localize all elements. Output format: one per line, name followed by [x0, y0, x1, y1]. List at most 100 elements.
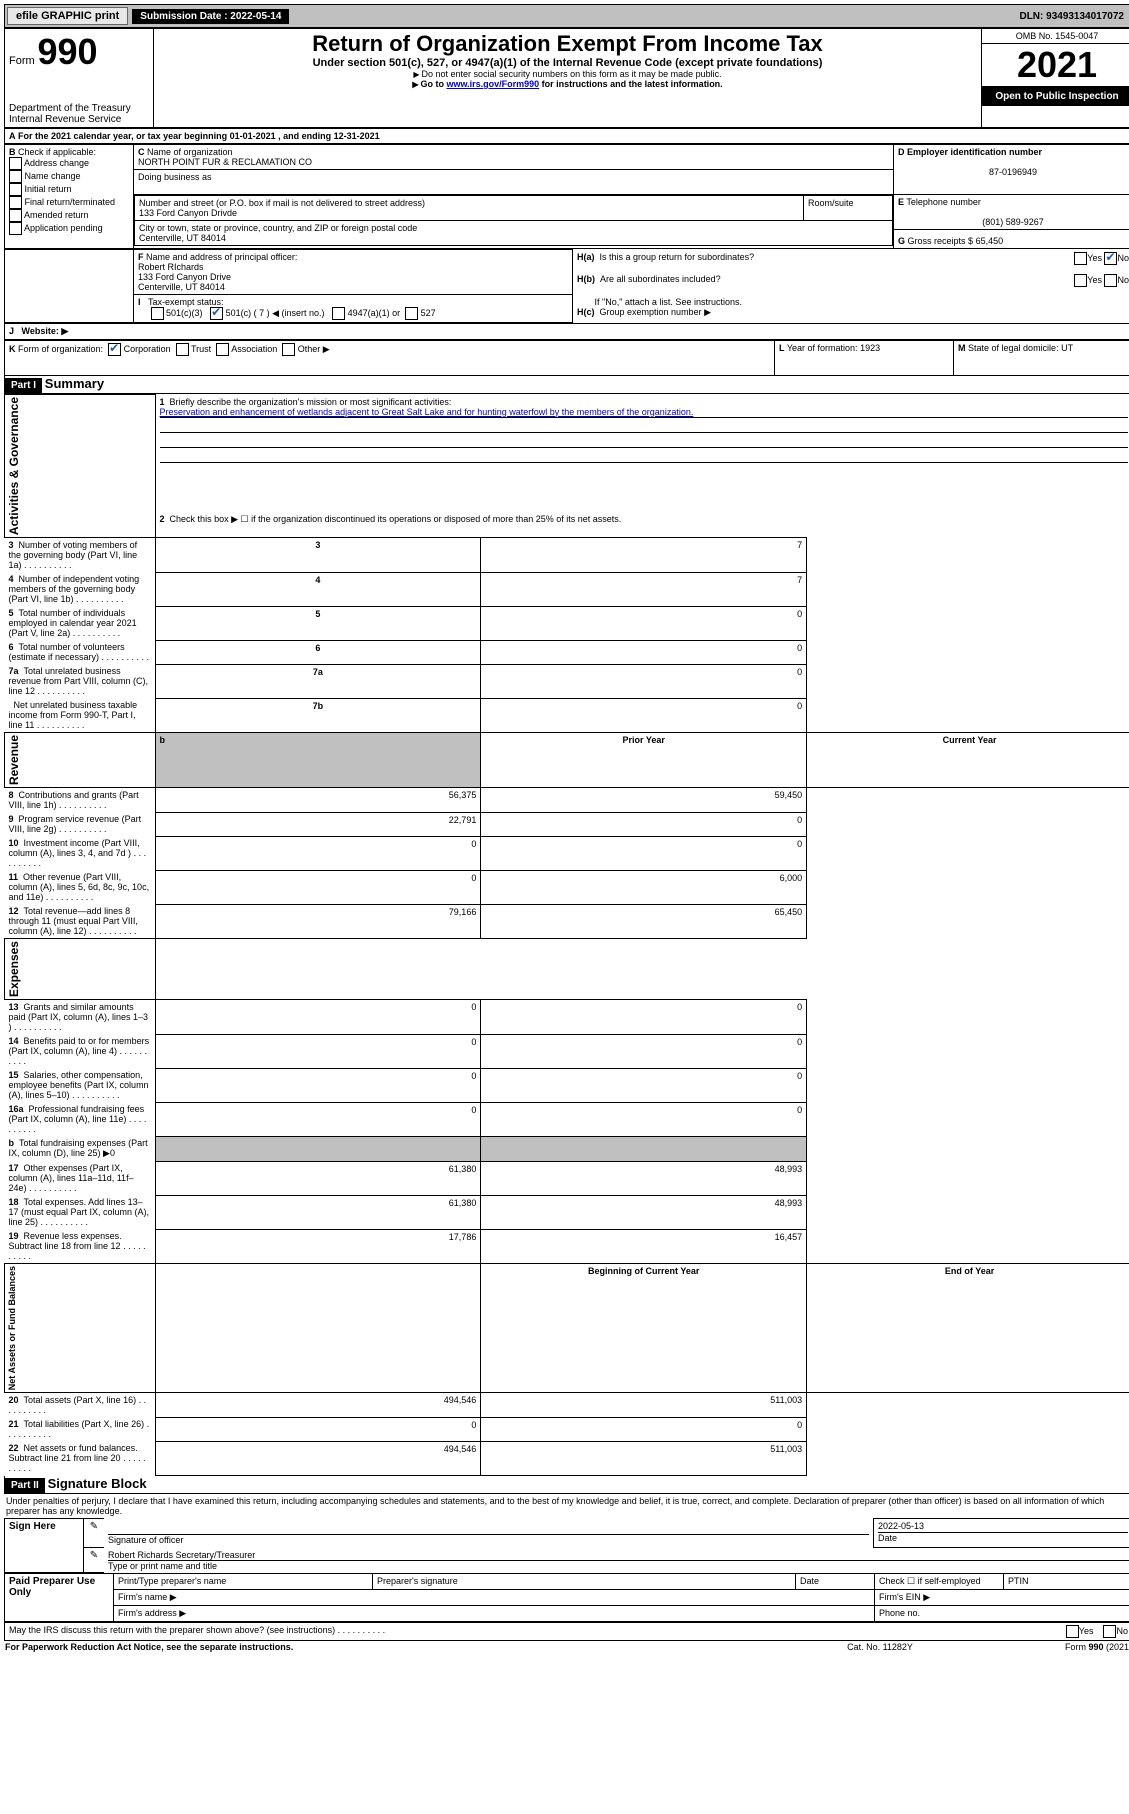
b-option-checkbox[interactable] — [9, 157, 22, 170]
part1-table: Activities & Governance 1 Briefly descri… — [4, 394, 1129, 1476]
sig-date-label: Date — [878, 1533, 897, 1543]
ha-no-checkbox[interactable] — [1104, 252, 1117, 265]
i-4947-checkbox[interactable] — [332, 307, 345, 320]
line-text: Total fundraising expenses (Part IX, col… — [9, 1138, 148, 1158]
section-fh: F Name and address of principal officer:… — [4, 249, 1129, 323]
type-name-label: Type or print name and title — [108, 1561, 217, 1571]
b-option-label: Name change — [25, 171, 81, 181]
goto-suffix: for instructions and the latest informat… — [539, 79, 723, 89]
tax-year-line: For the 2021 calendar year, or tax year … — [18, 131, 380, 141]
part2-header: Part II — [5, 1478, 45, 1493]
room-label: Room/suite — [808, 198, 854, 208]
i-527-checkbox[interactable] — [405, 307, 418, 320]
section-bcdefg: B Check if applicable: Address change Na… — [4, 144, 1129, 249]
b-option-checkbox[interactable] — [9, 170, 22, 183]
line-text: Investment income (Part VIII, column (A)… — [9, 838, 140, 858]
section-klm: K Form of organization: Corporation Trus… — [4, 340, 1129, 376]
part2-title: Signature Block — [48, 1476, 147, 1491]
discuss-yes-checkbox[interactable] — [1066, 1625, 1079, 1638]
l2-text: Check this box ▶ ☐ if the organization d… — [170, 514, 622, 524]
ptin-label: PTIN — [1004, 1574, 1129, 1590]
paid-preparer-label: Paid Preparer Use Only — [5, 1574, 114, 1622]
discuss-no: No — [1116, 1626, 1128, 1636]
preparer-table: Paid Preparer Use Only Print/Type prepar… — [4, 1573, 1129, 1622]
street-value: 133 Ford Canyon Drivde — [139, 208, 237, 218]
efile-print-button[interactable]: efile GRAPHIC print — [7, 7, 128, 25]
ha-yes-checkbox[interactable] — [1074, 252, 1087, 265]
j-label: Website: ▶ — [22, 326, 69, 336]
hb-no-checkbox[interactable] — [1104, 274, 1117, 287]
hb-note: If "No," attach a list. See instructions… — [595, 297, 742, 307]
form-number: 990 — [37, 31, 97, 72]
part1-header: Part I — [5, 378, 42, 393]
firm-name-label: Firm's name ▶ — [114, 1590, 875, 1606]
col-prior: Prior Year — [481, 733, 807, 788]
i-501c3-checkbox[interactable] — [151, 307, 164, 320]
b-option-checkbox[interactable] — [9, 209, 22, 222]
l1-label: Briefly describe the organization's miss… — [170, 397, 452, 407]
firm-addr-label: Firm's address ▶ — [114, 1606, 875, 1622]
b-label: Check if applicable: — [18, 147, 96, 157]
i-501c-checkbox[interactable] — [210, 307, 223, 320]
b-option-label: Initial return — [25, 184, 72, 194]
irs-link[interactable]: www.irs.gov/Form990 — [446, 79, 539, 89]
declaration-text: Under penalties of perjury, I declare th… — [4, 1494, 1129, 1518]
part1-title: Summary — [45, 376, 104, 391]
k-assoc-checkbox[interactable] — [216, 343, 229, 356]
line-text: Total liabilities (Part X, line 26) — [24, 1419, 145, 1429]
form-subtitle-2: Do not enter social security numbers on … — [158, 69, 977, 79]
prep-sig-label: Preparer's signature — [373, 1574, 796, 1590]
g-label: Gross receipts $ — [908, 236, 974, 246]
k-corp-checkbox[interactable] — [108, 343, 121, 356]
k-o2: Trust — [191, 344, 211, 354]
b-option-checkbox[interactable] — [9, 183, 22, 196]
i-o3: 4947(a)(1) or — [348, 308, 401, 318]
discuss-no-checkbox[interactable] — [1103, 1625, 1116, 1638]
dba-label: Doing business as — [138, 172, 212, 182]
omb-number: OMB No. 1545-0047 — [982, 29, 1129, 44]
b-option-checkbox[interactable] — [9, 222, 22, 235]
section-a: A For the 2021 calendar year, or tax yea… — [4, 128, 1129, 144]
prep-name-label: Print/Type preparer's name — [114, 1574, 373, 1590]
form-header: Form 990 Department of the Treasury Inte… — [4, 28, 1129, 128]
m-label: State of legal domicile: — [968, 343, 1059, 353]
b-option-label: Application pending — [24, 223, 103, 233]
col-current: Current Year — [807, 733, 1129, 788]
officer-addr1: 133 Ford Canyon Drive — [138, 272, 231, 282]
discuss-yes: Yes — [1079, 1626, 1094, 1636]
b-option-label: Amended return — [24, 210, 89, 220]
hb-yes-checkbox[interactable] — [1074, 274, 1087, 287]
section-j: J Website: ▶ — [4, 323, 1129, 340]
d-label: Employer identification number — [907, 147, 1042, 157]
irs-label: Internal Revenue Service — [9, 114, 149, 125]
sig-officer-label: Signature of officer — [108, 1535, 183, 1545]
e-label: Telephone number — [906, 197, 981, 207]
l-label: Year of formation: — [787, 343, 858, 353]
b-option-checkbox[interactable] — [9, 196, 22, 209]
phone-value: (801) 589-9267 — [898, 217, 1128, 227]
vlab-expenses: Expenses — [5, 939, 23, 999]
firm-ein-label: Firm's EIN ▶ — [875, 1590, 1129, 1606]
prep-date-label: Date — [796, 1574, 875, 1590]
line-text: Professional fundraising fees (Part IX, … — [9, 1104, 145, 1124]
hb-label: Are all subordinates included? — [600, 274, 721, 284]
k-o1: Corporation — [124, 344, 171, 354]
dept-treasury: Department of the Treasury — [9, 103, 149, 114]
no-label-2: No — [1117, 275, 1129, 285]
form-subtitle-1: Under section 501(c), 527, or 4947(a)(1)… — [158, 57, 977, 69]
k-o4: Other ▶ — [298, 344, 330, 354]
firm-phone-label: Phone no. — [875, 1606, 1129, 1622]
gross-receipts: 65,450 — [976, 236, 1004, 246]
k-other-checkbox[interactable] — [282, 343, 295, 356]
b-option-label: Final return/terminated — [25, 197, 116, 207]
city-value: Centerville, UT 84014 — [139, 233, 226, 243]
f-label: Name and address of principal officer: — [146, 252, 297, 262]
mission-text: Preservation and enhancement of wetlands… — [160, 407, 1128, 418]
form-title: Return of Organization Exempt From Incom… — [158, 31, 977, 57]
col-begin: Beginning of Current Year — [481, 1264, 807, 1393]
col-end: End of Year — [807, 1264, 1129, 1393]
cat-no: Cat. No. 11282Y — [779, 1641, 981, 1653]
tax-year: 2021 — [982, 44, 1129, 87]
org-name: NORTH POINT FUR & RECLAMATION CO — [138, 157, 312, 167]
k-trust-checkbox[interactable] — [176, 343, 189, 356]
